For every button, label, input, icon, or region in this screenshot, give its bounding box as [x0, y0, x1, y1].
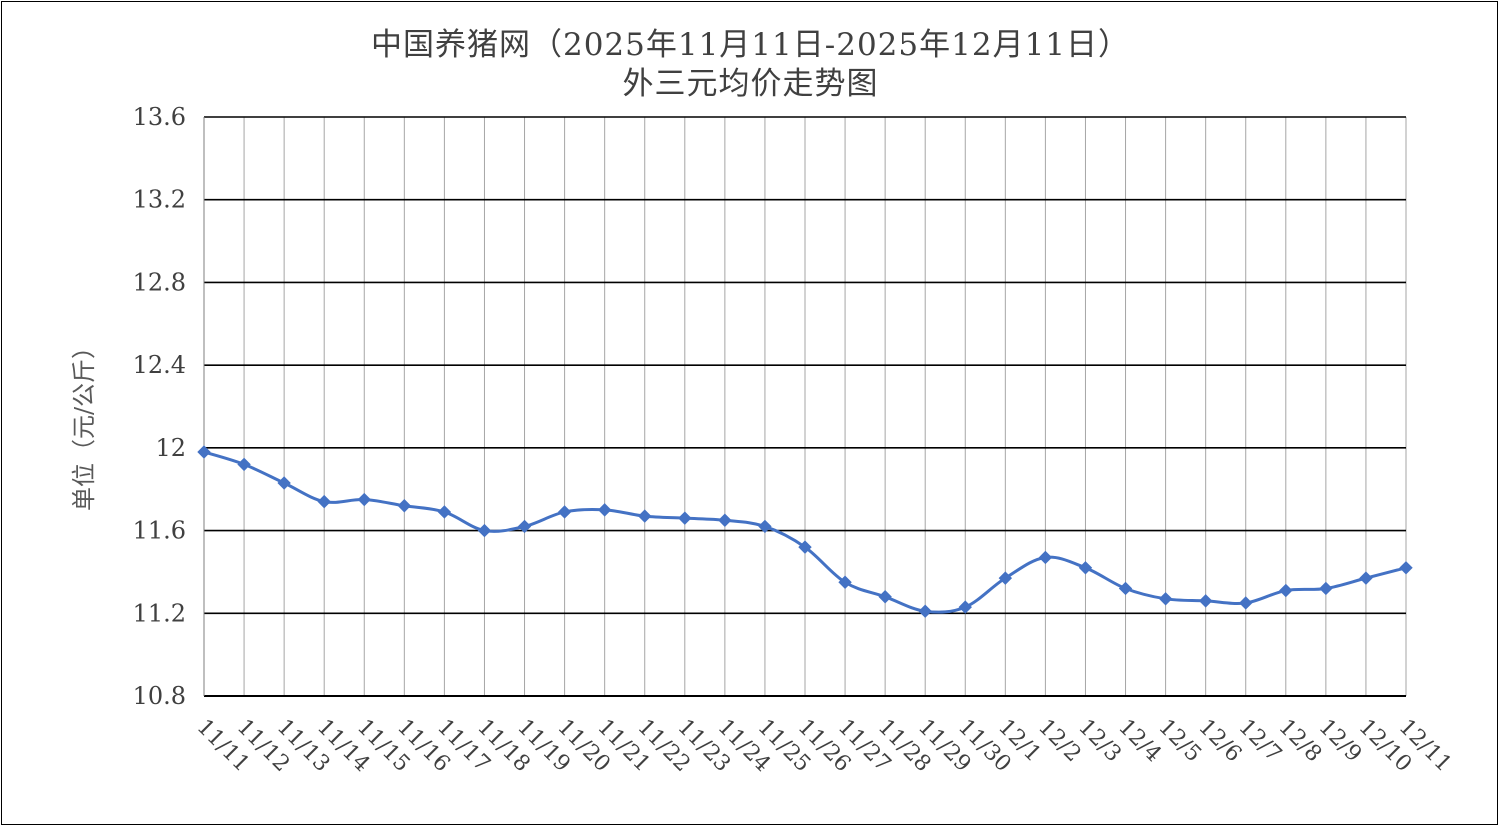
y-tick-label: 12.8 — [133, 268, 186, 296]
data-point — [838, 575, 852, 589]
x-tick-label: 12/5 — [1153, 715, 1206, 768]
data-point — [878, 590, 892, 604]
data-point — [477, 523, 492, 538]
y-tick-label: 11.6 — [133, 517, 186, 545]
grid — [203, 116, 1407, 697]
y-tick-label: 13.2 — [133, 186, 186, 214]
y-tick-label: 12 — [155, 434, 186, 462]
data-point — [437, 505, 452, 519]
chart-subtitle: 外三元均价走势图 — [622, 66, 879, 102]
y-tick-label: 13.6 — [133, 103, 186, 131]
data-point — [197, 445, 211, 459]
data-point — [317, 494, 331, 509]
x-tick-label: 12/8 — [1274, 715, 1327, 768]
data-point — [277, 476, 291, 490]
data-point — [718, 513, 732, 527]
data-point — [638, 509, 652, 523]
data-point — [1279, 583, 1293, 598]
data-point — [1038, 550, 1053, 565]
data-point — [1319, 581, 1333, 596]
x-tick-label: 12/4 — [1113, 715, 1166, 768]
data-point — [1239, 596, 1253, 610]
x-tick-label: 12/7 — [1233, 715, 1286, 768]
series-layer — [197, 445, 1413, 618]
chart-title: 中国养猪网（2025年11月11日-2025年12月11日） — [370, 27, 1131, 63]
x-tick-label: 12/3 — [1073, 715, 1126, 768]
data-point — [958, 600, 972, 614]
data-point — [678, 511, 692, 525]
x-axis-ticks: 11/1111/1211/1311/1411/1511/1611/1711/18… — [192, 715, 1457, 778]
y-tick-label: 12.4 — [133, 351, 186, 379]
x-tick-label: 12/6 — [1193, 715, 1246, 768]
data-point — [998, 571, 1013, 585]
data-point — [597, 503, 612, 517]
data-point — [237, 457, 251, 472]
y-tick-label: 10.8 — [133, 682, 186, 710]
data-point — [1359, 571, 1373, 585]
data-point — [918, 604, 932, 618]
data-point — [1118, 581, 1133, 596]
data-point — [357, 492, 371, 507]
data-point — [1158, 592, 1173, 606]
data-point — [1078, 561, 1093, 575]
data-point — [557, 505, 572, 519]
x-tick-label: 12/9 — [1314, 715, 1367, 768]
data-point — [517, 519, 532, 534]
y-tick-label: 11.2 — [133, 599, 186, 627]
data-point — [798, 540, 812, 554]
data-point — [1198, 594, 1213, 608]
data-point — [397, 499, 412, 513]
x-tick-label: 12/2 — [1033, 715, 1086, 768]
y-axis-label: 单位（元/公斤） — [70, 335, 98, 511]
data-point — [1399, 561, 1413, 575]
data-point — [758, 519, 772, 534]
y-axis-ticks: 13.6 13.2 12.8 12.4 12 11.6 11.2 10.8 — [133, 103, 186, 710]
